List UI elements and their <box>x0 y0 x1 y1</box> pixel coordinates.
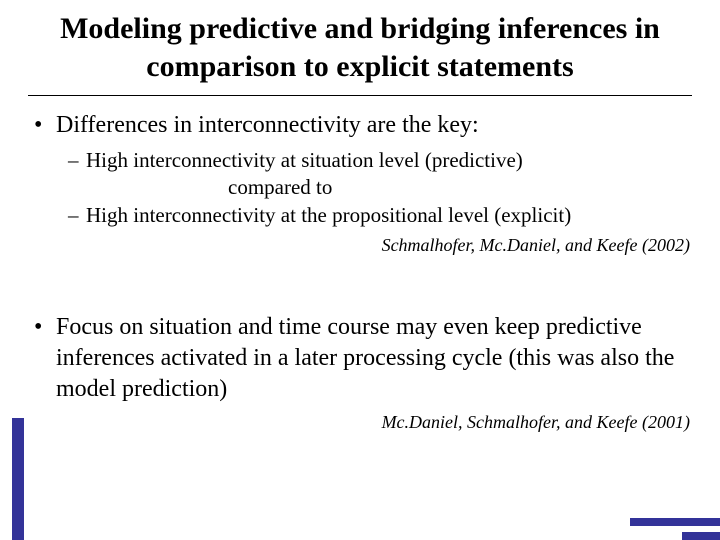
bottom-accent-bar-2 <box>682 532 720 540</box>
sub-bullet-marker: – <box>68 147 86 174</box>
slide-title: Modeling predictive and bridging inferen… <box>28 10 692 93</box>
bullet-marker: • <box>34 110 56 141</box>
bullet-marker: • <box>34 312 56 343</box>
bullet-text-1: Differences in interconnectivity are the… <box>56 110 479 141</box>
sub-bullet-text-2: High interconnectivity at the propositio… <box>86 202 571 229</box>
left-accent-bar <box>12 418 24 540</box>
spacer <box>34 286 692 312</box>
title-underline <box>28 95 692 96</box>
bullet-item-2: • Focus on situation and time course may… <box>34 312 692 406</box>
bottom-accent-bar-1 <box>630 518 720 526</box>
sub-bullet-mid: compared to <box>68 174 692 201</box>
sub-bullet-2: – High interconnectivity at the proposit… <box>68 202 692 229</box>
content-area: • Differences in interconnectivity are t… <box>28 110 692 433</box>
sub-bullet-1: – High interconnectivity at situation le… <box>68 147 692 174</box>
slide-container: Modeling predictive and bridging inferen… <box>0 0 720 540</box>
sub-bullet-text-1: High interconnectivity at situation leve… <box>86 147 523 174</box>
bullet-item-1: • Differences in interconnectivity are t… <box>34 110 692 141</box>
sub-bullet-marker: – <box>68 202 86 229</box>
citation-1: Schmalhofer, Mc.Daniel, and Keefe (2002) <box>34 235 692 256</box>
citation-2: Mc.Daniel, Schmalhofer, and Keefe (2001) <box>34 412 692 433</box>
bullet-text-2: Focus on situation and time course may e… <box>56 312 692 406</box>
sub-bullet-list-1: – High interconnectivity at situation le… <box>34 147 692 229</box>
